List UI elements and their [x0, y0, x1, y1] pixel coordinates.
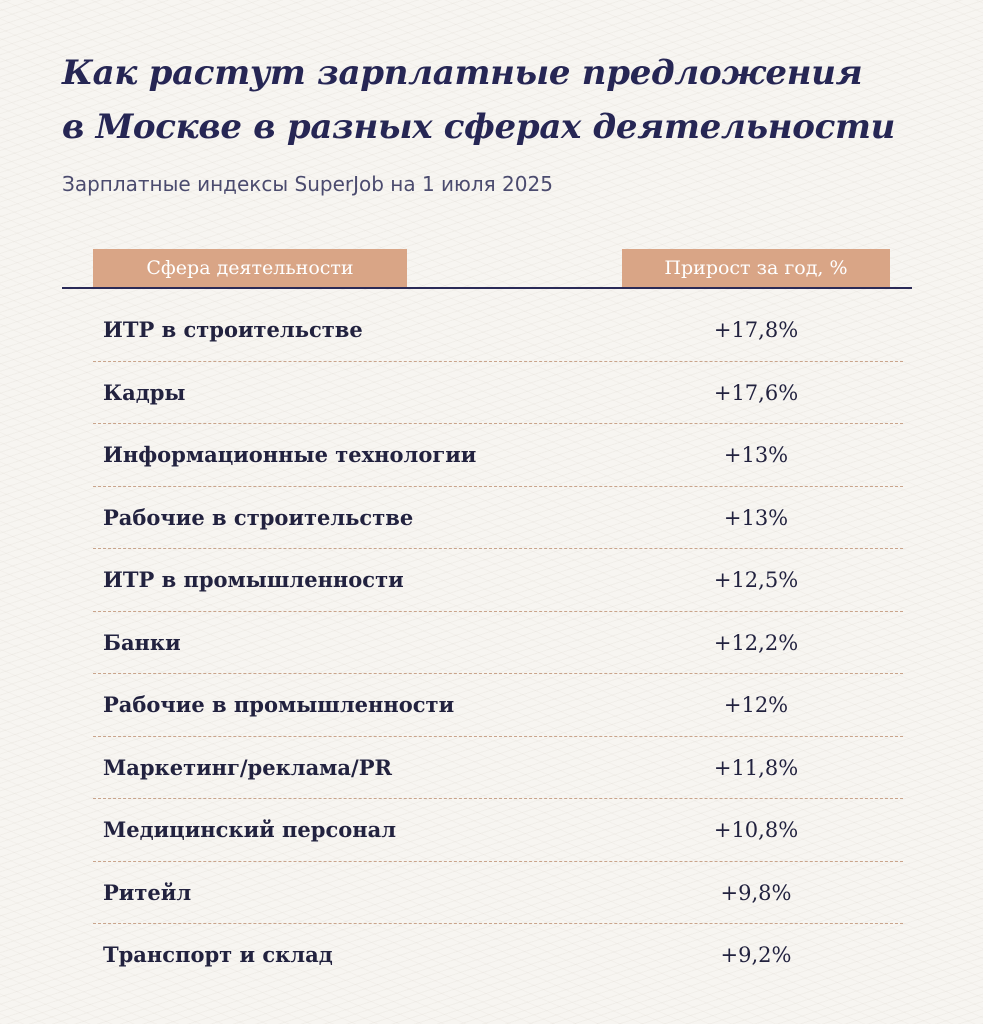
- row-value-label: +17,6%: [713, 380, 799, 405]
- table-row: Информационные технологии +13%: [93, 424, 903, 487]
- table-row: Ритейл +9,8%: [93, 862, 903, 924]
- table-row: Рабочие в строительстве +13%: [93, 487, 903, 549]
- row-category-label: Рабочие в промышленности: [103, 692, 455, 717]
- row-value-label: +9,8%: [720, 880, 792, 905]
- row-value-label: +12%: [723, 693, 789, 717]
- table-row: Рабочие в промышленности +12%: [93, 674, 903, 737]
- table-row: Кадры +17,6%: [93, 362, 903, 424]
- row-category-label: ИТР в строительстве: [103, 317, 363, 342]
- chart-title: Как растут зарплатные предложения в Моск…: [62, 46, 942, 154]
- row-value-label: +12,5%: [713, 568, 799, 592]
- table-body: ИТР в строительстве +17,8% Кадры +17,6% Инфо…: [93, 299, 903, 987]
- row-value-label: +9,2%: [720, 943, 792, 967]
- row-category-label: Маркетинг/реклама/PR: [103, 754, 392, 780]
- column-header-category: Сфера деятельности: [93, 249, 407, 287]
- table-row: ИТР в строительстве +17,8%: [93, 299, 903, 362]
- row-value-label: +13%: [723, 505, 789, 530]
- row-category-label: Ритейл: [103, 879, 192, 905]
- row-category-label: Транспорт и склад: [103, 942, 333, 967]
- row-value-label: +12,2%: [713, 630, 799, 655]
- title-line-1: Как растут зарплатные предложения: [62, 53, 863, 93]
- row-category-label: Банки: [103, 629, 181, 655]
- header-divider: [62, 287, 912, 289]
- title-line-2: в Москве в разных сферах деятельности: [62, 107, 896, 147]
- row-category-label: Информационные технологии: [103, 442, 477, 467]
- row-value-label: +11,8%: [713, 755, 799, 780]
- row-value-label: +10,8%: [713, 818, 799, 842]
- row-value-label: +17,8%: [713, 318, 799, 342]
- column-header-value: Прирост за год, %: [622, 249, 890, 287]
- row-category-label: ИТР в промышленности: [103, 567, 404, 592]
- row-category-label: Медицинский персонал: [103, 817, 397, 842]
- row-value-label: +13%: [723, 443, 789, 467]
- table-row: Маркетинг/реклама/PR +11,8%: [93, 737, 903, 799]
- table-row: Банки +12,2%: [93, 612, 903, 674]
- row-category-label: Кадры: [103, 379, 186, 405]
- chart-subtitle: Зарплатные индексы SuperJob на 1 июля 20…: [62, 172, 553, 196]
- table-row: Транспорт и склад +9,2%: [93, 924, 903, 987]
- table-row: ИТР в промышленности +12,5%: [93, 549, 903, 612]
- row-category-label: Рабочие в строительстве: [103, 504, 414, 530]
- table-row: Медицинский персонал +10,8%: [93, 799, 903, 862]
